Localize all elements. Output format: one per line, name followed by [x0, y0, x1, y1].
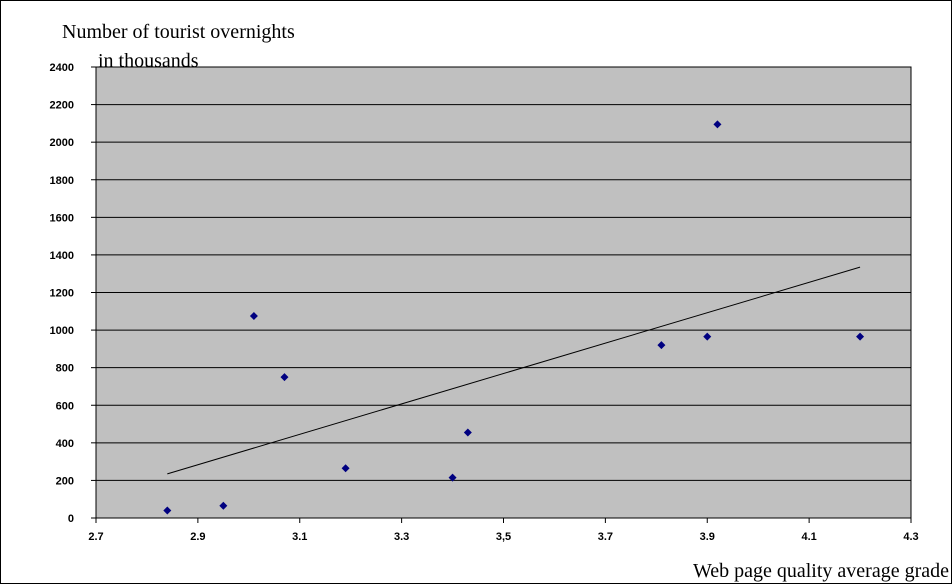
y-axis-title-line2: in thousands [98, 50, 199, 72]
y-axis-title-line1: Number of tourist overnights [62, 21, 295, 43]
y-tick-label: 2200 [50, 100, 74, 112]
y-tick-label: 2000 [50, 137, 74, 149]
x-tick-label: 3,5 [496, 531, 511, 543]
data-point [341, 464, 350, 473]
x-tick-label: 4.1 [801, 531, 816, 543]
y-tick-label: 200 [56, 475, 74, 487]
x-axis-title: Web page quality average grade [693, 560, 949, 582]
x-axis-ticks: 2.7 2.9 3.1 3.3 3,5 3.7 3.9 4.1 4.3 [88, 518, 919, 543]
y-tick-label: 400 [56, 438, 74, 450]
data-point [163, 506, 172, 515]
data-point [249, 311, 258, 320]
y-tick-label: 1200 [50, 288, 74, 300]
data-point [463, 428, 472, 437]
data-point [219, 501, 228, 510]
data-point [856, 332, 865, 341]
data-point [280, 373, 289, 382]
y-tick-label: 1800 [50, 175, 74, 187]
y-tick-label: 0 [68, 513, 74, 525]
y-tick-label: 2400 [50, 62, 74, 74]
trendline [167, 266, 861, 475]
y-tick-label: 1000 [50, 325, 74, 337]
x-tick-label: 4.3 [903, 531, 918, 543]
x-tick-label: 3.7 [598, 531, 613, 543]
data-points [163, 120, 865, 515]
grid-lines [96, 66, 911, 481]
x-tick-label: 2.7 [88, 531, 103, 543]
data-point [713, 120, 722, 129]
data-point [657, 341, 666, 350]
y-tick-label: 800 [56, 363, 74, 375]
x-tick-label: 2.9 [190, 531, 205, 543]
y-axis-ticks: 0 200 400 600 800 1000 1200 1400 1600 1800 2000 220… [50, 62, 96, 525]
y-tick-label: 1600 [50, 212, 74, 224]
x-tick-label: 3.1 [292, 531, 307, 543]
data-point [448, 473, 457, 482]
y-tick-label: 600 [56, 400, 74, 412]
y-tick-label: 1400 [50, 250, 74, 262]
data-point [703, 332, 712, 341]
x-tick-label: 3.9 [700, 531, 715, 543]
x-tick-label: 3.3 [394, 531, 409, 543]
